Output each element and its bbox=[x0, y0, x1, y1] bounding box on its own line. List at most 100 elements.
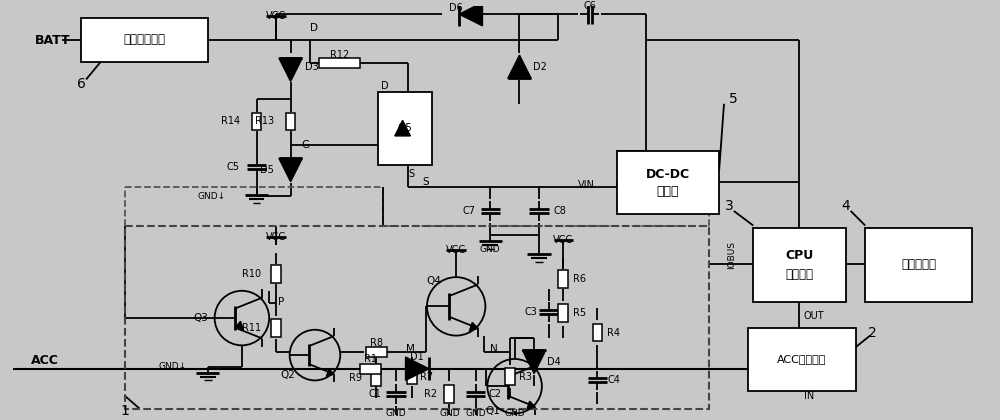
Bar bbox=[286, 113, 295, 130]
Text: 4: 4 bbox=[841, 199, 850, 213]
Bar bbox=[271, 319, 281, 336]
Text: C6: C6 bbox=[583, 1, 596, 11]
Bar bbox=[748, 328, 856, 391]
Bar bbox=[252, 113, 261, 130]
Text: Q5: Q5 bbox=[397, 123, 412, 133]
Polygon shape bbox=[459, 3, 482, 26]
Bar bbox=[81, 18, 208, 62]
Text: ACC检测模块: ACC检测模块 bbox=[777, 354, 827, 365]
Text: VCC: VCC bbox=[553, 235, 573, 245]
Text: BATT: BATT bbox=[34, 34, 70, 47]
Text: 前端滤波电路: 前端滤波电路 bbox=[123, 34, 165, 47]
Text: N: N bbox=[490, 344, 498, 354]
Text: VCC: VCC bbox=[266, 11, 286, 21]
Bar bbox=[444, 385, 454, 403]
Bar bbox=[407, 369, 417, 384]
Text: C7: C7 bbox=[463, 206, 476, 216]
Text: R1: R1 bbox=[364, 354, 377, 364]
Text: 2: 2 bbox=[868, 326, 876, 340]
Text: CPU: CPU bbox=[785, 249, 814, 262]
Bar bbox=[558, 304, 568, 322]
Text: P: P bbox=[278, 297, 284, 307]
Text: R9: R9 bbox=[349, 373, 362, 383]
Text: Q2: Q2 bbox=[281, 370, 295, 380]
Text: D: D bbox=[310, 23, 318, 33]
Bar bbox=[558, 270, 568, 288]
Text: R2: R2 bbox=[424, 389, 437, 399]
Bar bbox=[378, 92, 432, 165]
Text: Q1: Q1 bbox=[485, 406, 500, 416]
Polygon shape bbox=[522, 350, 546, 373]
Text: 液晶显示屏: 液晶显示屏 bbox=[901, 258, 936, 271]
Text: VIN: VIN bbox=[578, 180, 595, 189]
Text: GND: GND bbox=[465, 409, 486, 418]
Text: 3: 3 bbox=[725, 199, 733, 213]
Text: R11: R11 bbox=[242, 323, 261, 333]
Bar bbox=[753, 228, 846, 302]
Bar bbox=[865, 228, 972, 302]
Text: D1: D1 bbox=[410, 352, 424, 362]
Text: G: G bbox=[301, 140, 309, 150]
Text: R14: R14 bbox=[221, 116, 240, 126]
Text: D4: D4 bbox=[547, 357, 561, 367]
Text: GND: GND bbox=[439, 409, 460, 418]
Text: Q3: Q3 bbox=[193, 313, 208, 323]
Text: OUT: OUT bbox=[804, 311, 825, 321]
Text: R10: R10 bbox=[242, 269, 261, 279]
Polygon shape bbox=[469, 323, 478, 331]
Polygon shape bbox=[508, 55, 531, 79]
Polygon shape bbox=[527, 401, 535, 410]
Text: D3: D3 bbox=[305, 62, 319, 72]
Text: D2: D2 bbox=[533, 62, 547, 72]
Text: 5: 5 bbox=[729, 92, 738, 106]
Text: 1: 1 bbox=[121, 404, 129, 417]
Text: ACC: ACC bbox=[31, 354, 58, 368]
Text: 6: 6 bbox=[77, 77, 86, 91]
Text: GND: GND bbox=[385, 409, 406, 418]
Polygon shape bbox=[406, 357, 429, 381]
Polygon shape bbox=[279, 158, 302, 182]
Text: 核心系统: 核心系统 bbox=[785, 268, 813, 281]
Bar bbox=[593, 324, 602, 341]
Bar bbox=[319, 58, 360, 68]
Bar bbox=[360, 364, 381, 373]
Text: M: M bbox=[406, 344, 414, 354]
Text: DC-DC: DC-DC bbox=[646, 168, 690, 181]
Text: C5: C5 bbox=[227, 162, 240, 172]
Text: VCC: VCC bbox=[266, 232, 286, 242]
Text: D5: D5 bbox=[260, 165, 274, 175]
Polygon shape bbox=[235, 321, 243, 330]
Text: C8: C8 bbox=[554, 206, 566, 216]
Text: IOBUS: IOBUS bbox=[727, 241, 736, 269]
Text: GND: GND bbox=[504, 409, 525, 418]
Text: R4: R4 bbox=[607, 328, 620, 338]
Polygon shape bbox=[326, 369, 334, 377]
Text: R7: R7 bbox=[420, 372, 433, 381]
Text: Q4: Q4 bbox=[427, 276, 442, 286]
Text: D: D bbox=[381, 81, 389, 91]
Text: R5: R5 bbox=[573, 308, 586, 318]
Polygon shape bbox=[395, 121, 410, 136]
Text: S: S bbox=[408, 169, 415, 179]
Polygon shape bbox=[279, 58, 302, 81]
Text: R8: R8 bbox=[370, 339, 383, 348]
Bar bbox=[371, 371, 381, 386]
Text: R13: R13 bbox=[255, 116, 274, 126]
Text: GND↓: GND↓ bbox=[197, 192, 225, 201]
Text: S: S bbox=[422, 177, 429, 187]
Text: GND: GND bbox=[480, 245, 501, 255]
Text: R3: R3 bbox=[519, 372, 532, 381]
Text: GND↓: GND↓ bbox=[158, 362, 186, 371]
Bar bbox=[271, 265, 281, 283]
Text: C1: C1 bbox=[368, 389, 381, 399]
Text: VCC: VCC bbox=[446, 245, 466, 255]
Bar bbox=[505, 368, 515, 385]
Text: D6: D6 bbox=[449, 3, 463, 13]
Bar bbox=[617, 150, 719, 214]
Bar bbox=[366, 347, 387, 357]
Text: R12: R12 bbox=[330, 50, 349, 60]
Text: C2: C2 bbox=[488, 389, 501, 399]
Text: R6: R6 bbox=[573, 274, 586, 284]
Text: C3: C3 bbox=[524, 307, 537, 317]
Text: 转换器: 转换器 bbox=[657, 186, 679, 198]
